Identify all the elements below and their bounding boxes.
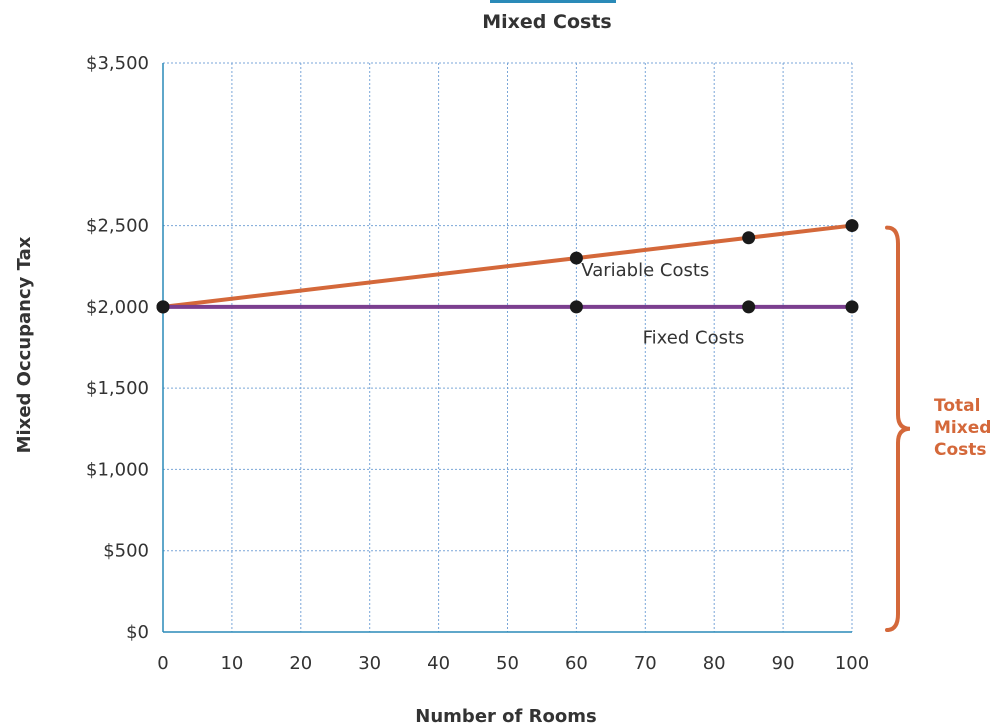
grid <box>163 62 853 632</box>
bracket-shape <box>885 225 911 632</box>
x-tick-label: 90 <box>772 653 795 674</box>
variable-cost-point <box>742 231 756 245</box>
y-tick-label: $2,000 <box>86 297 149 318</box>
x-tick-label: 100 <box>835 653 869 674</box>
y-tick-label: $2,500 <box>86 216 149 237</box>
annotation-label: Fixed Costs <box>643 327 745 348</box>
variable-cost-point <box>569 251 583 265</box>
fixed-cost-point <box>742 300 756 314</box>
y-tick-label: $500 <box>103 541 149 562</box>
x-tick-labels: 0 10 20 30 40 50 60 70 80 90 100 <box>157 653 869 674</box>
y-tick-label: $1,500 <box>86 378 149 399</box>
bracket-label-line: Costs <box>934 440 987 460</box>
variable-cost-point <box>845 219 859 233</box>
y-tick-label: $3,500 <box>86 53 149 74</box>
fixed-cost-point <box>156 300 170 314</box>
y-tick-label: $1,000 <box>86 459 149 480</box>
y-axis-label: Mixed Occupancy Tax <box>14 236 35 453</box>
fixed-cost-point <box>845 300 859 314</box>
bracket-label-line: Total <box>934 396 980 416</box>
y-tick-label: $0 <box>126 622 149 643</box>
x-tick-label: 10 <box>220 653 243 674</box>
x-axis-label: Number of Rooms <box>415 706 596 727</box>
x-tick-label: 80 <box>703 653 726 674</box>
data-points <box>156 219 859 314</box>
x-tick-label: 30 <box>358 653 381 674</box>
x-tick-label: 40 <box>427 653 450 674</box>
y-tick-labels: $0 $500 $1,000 $1,500 $2,000 $2,500 $3,500 <box>86 53 149 643</box>
axes <box>162 63 852 633</box>
title-accent-bar <box>490 0 616 3</box>
x-tick-label: 0 <box>157 653 168 674</box>
x-tick-label: 70 <box>634 653 657 674</box>
series-lines <box>161 223 854 309</box>
annotations: Variable Costs Fixed Costs <box>581 260 744 348</box>
chart-title: Mixed Costs <box>482 11 611 33</box>
variable-cost-line <box>161 223 854 309</box>
x-tick-label: 20 <box>289 653 312 674</box>
x-tick-label: 50 <box>496 653 519 674</box>
fixed-cost-point <box>569 300 583 314</box>
annotation-label: Variable Costs <box>581 260 709 281</box>
bracket-label-line: Mixed <box>934 418 991 438</box>
x-tick-label: 60 <box>565 653 588 674</box>
